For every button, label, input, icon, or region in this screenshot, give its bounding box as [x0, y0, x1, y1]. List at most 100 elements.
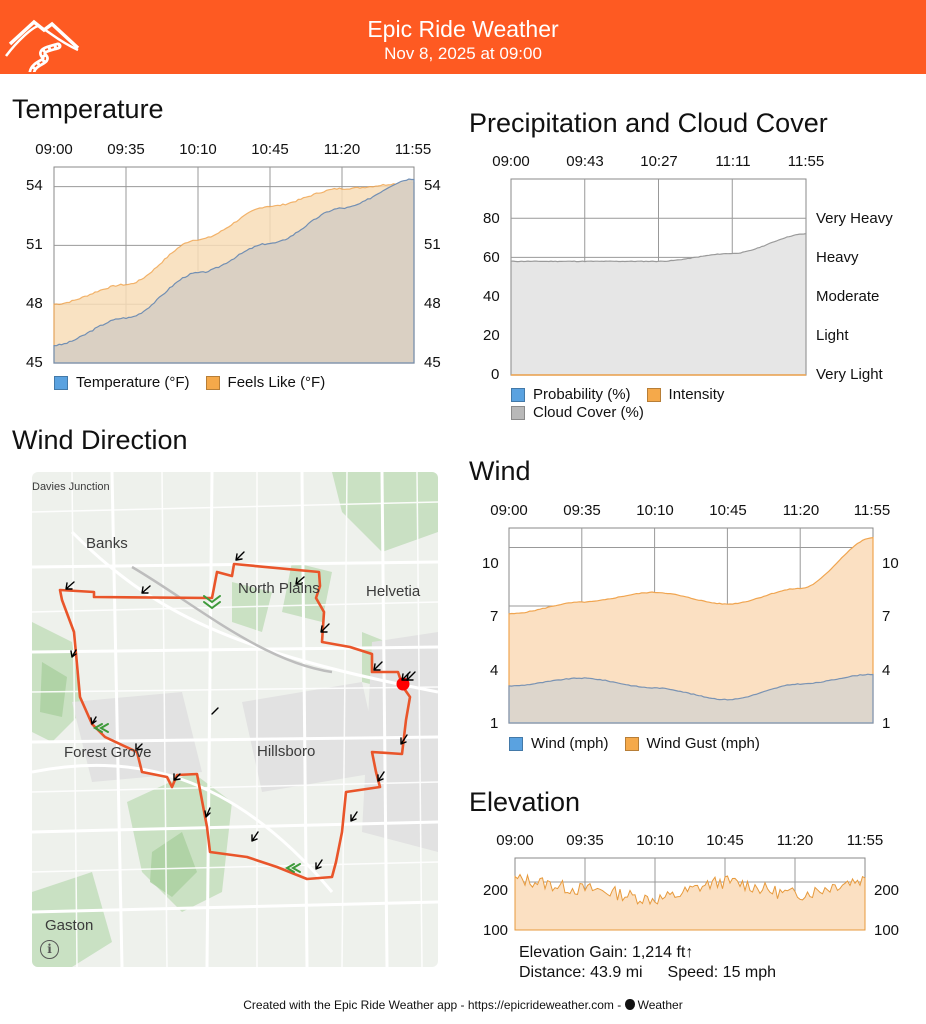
legend-label: Wind Gust (mph) — [646, 735, 760, 752]
legend-label: Intensity — [668, 386, 725, 403]
y-tick: 40 — [483, 288, 500, 305]
ride-start-time: Nov 8, 2025 at 09:00 — [384, 44, 542, 63]
legend-swatch — [511, 387, 525, 402]
time-tick: 10:45 — [706, 832, 744, 849]
y-tick: 7 — [490, 608, 499, 625]
time-tick: 10:45 — [251, 141, 289, 158]
time-tick: 10:10 — [179, 141, 217, 158]
time-tick: 10:27 — [640, 153, 678, 170]
y-tick: 80 — [483, 210, 500, 227]
time-tick: 11:55 — [787, 153, 825, 170]
legend-swatch — [624, 736, 639, 751]
y-tick: 10 — [882, 555, 899, 572]
y-tick: 10 — [482, 555, 499, 572]
y-tick: 4 — [882, 662, 891, 679]
time-tick: 09:43 — [566, 153, 604, 170]
wind-direction-title: Wind Direction — [12, 425, 188, 455]
wind-speed-area — [508, 673, 874, 724]
y-tick: 51 — [424, 236, 441, 253]
y-tick: 100 — [483, 922, 509, 939]
legend-swatch — [646, 387, 661, 402]
time-tick: 11:55 — [853, 502, 891, 519]
y-tick: 1 — [882, 715, 891, 732]
y-tick: 45 — [26, 354, 43, 371]
map-place-label: Forest Grove — [64, 744, 152, 761]
apple-icon — [624, 999, 635, 1010]
legend-label: Wind (mph) — [531, 735, 609, 752]
time-tick: 11:20 — [323, 141, 361, 158]
elevation-gain: Elevation Gain: 1,214 ft↑ — [519, 944, 694, 961]
legend-swatch — [509, 736, 523, 751]
time-tick: 10:10 — [636, 502, 674, 519]
start-marker — [396, 677, 410, 691]
time-tick: 09:00 — [35, 141, 73, 158]
cloud-cover-area — [510, 232, 807, 376]
temperature-legend: Temperature (°F) Feels Like (°F) — [54, 374, 325, 391]
ride-stats: Distance: 43.9 mi Speed: 15 mph — [519, 964, 776, 982]
intensity-label: Light — [816, 327, 849, 344]
elevation-title: Elevation — [469, 787, 581, 817]
app-header: Epic Ride Weather Nov 8, 2025 at 09:00 — [0, 0, 926, 74]
intensity-label: Moderate — [816, 288, 880, 305]
y-tick: 54 — [424, 177, 441, 194]
time-tick: 09:00 — [492, 153, 530, 170]
y-tick: 45 — [424, 354, 441, 371]
y-tick: 0 — [491, 366, 500, 383]
legend-swatch — [205, 375, 220, 390]
time-tick: 09:35 — [566, 832, 604, 849]
footer: Created with the Epic Ride Weather app -… — [0, 998, 926, 1012]
y-tick: 7 — [882, 608, 891, 625]
legend-label: Cloud Cover (%) — [533, 404, 644, 421]
precipitation-title: Precipitation and Cloud Cover — [469, 108, 828, 138]
legend-swatch — [511, 405, 525, 420]
map-place-label: Hillsboro — [257, 743, 316, 760]
intensity-label: Very Heavy — [816, 210, 893, 227]
wind-gust-area — [508, 536, 874, 724]
y-tick: 1 — [490, 715, 499, 732]
time-tick: 09:00 — [490, 502, 528, 519]
time-tick: 11:20 — [782, 502, 820, 519]
y-tick: 200 — [874, 882, 900, 899]
legend-swatch — [54, 375, 68, 390]
time-tick: 09:00 — [496, 832, 534, 849]
y-tick: 20 — [483, 327, 500, 344]
temperature-area — [53, 178, 415, 364]
time-tick: 11:20 — [776, 832, 814, 849]
time-tick: 09:35 — [563, 502, 601, 519]
info-icon[interactable]: i — [40, 940, 59, 959]
intensity-label: Very Light — [816, 366, 883, 383]
y-tick: 60 — [483, 249, 500, 266]
app-logo-icon — [5, 19, 80, 72]
precip-legend-row2: Cloud Cover (%) — [511, 404, 644, 421]
time-tick: 11:55 — [394, 141, 432, 158]
intensity-label: Heavy — [816, 249, 859, 266]
wind-title: Wind — [469, 456, 531, 486]
time-tick: 11:55 — [846, 832, 884, 849]
map-place-label: Davies Junction — [32, 481, 110, 493]
time-tick: 10:45 — [709, 502, 747, 519]
precip-legend-row1: Probability (%) Intensity — [511, 386, 724, 403]
map-place-label: Gaston — [45, 917, 94, 934]
time-tick: 10:10 — [636, 832, 674, 849]
elevation-area — [514, 873, 866, 931]
y-tick: 48 — [26, 295, 43, 312]
y-tick: 200 — [483, 882, 509, 899]
wind-direction-map[interactable]: Davies Junction Banks North Plains Helve… — [32, 472, 438, 967]
wind-legend: Wind (mph) Wind Gust (mph) — [509, 735, 760, 752]
map-place-label: Helvetia — [366, 583, 421, 600]
weather-link[interactable]: Weather — [637, 998, 683, 1012]
temperature-title: Temperature — [12, 94, 164, 124]
y-tick: 51 — [26, 236, 43, 253]
map-place-label: North Plains — [238, 580, 320, 597]
legend-label: Temperature (°F) — [76, 374, 190, 391]
map-place-label: Banks — [86, 535, 128, 552]
y-tick: 48 — [424, 295, 441, 312]
y-tick: 4 — [490, 662, 499, 679]
feels-like-area — [53, 181, 415, 364]
speed: Speed: 15 mph — [667, 964, 777, 981]
map-canvas — [32, 472, 438, 967]
y-tick: 100 — [874, 922, 900, 939]
time-tick: 11:11 — [715, 153, 751, 170]
time-tick: 09:35 — [107, 141, 145, 158]
legend-label: Feels Like (°F) — [227, 374, 326, 391]
